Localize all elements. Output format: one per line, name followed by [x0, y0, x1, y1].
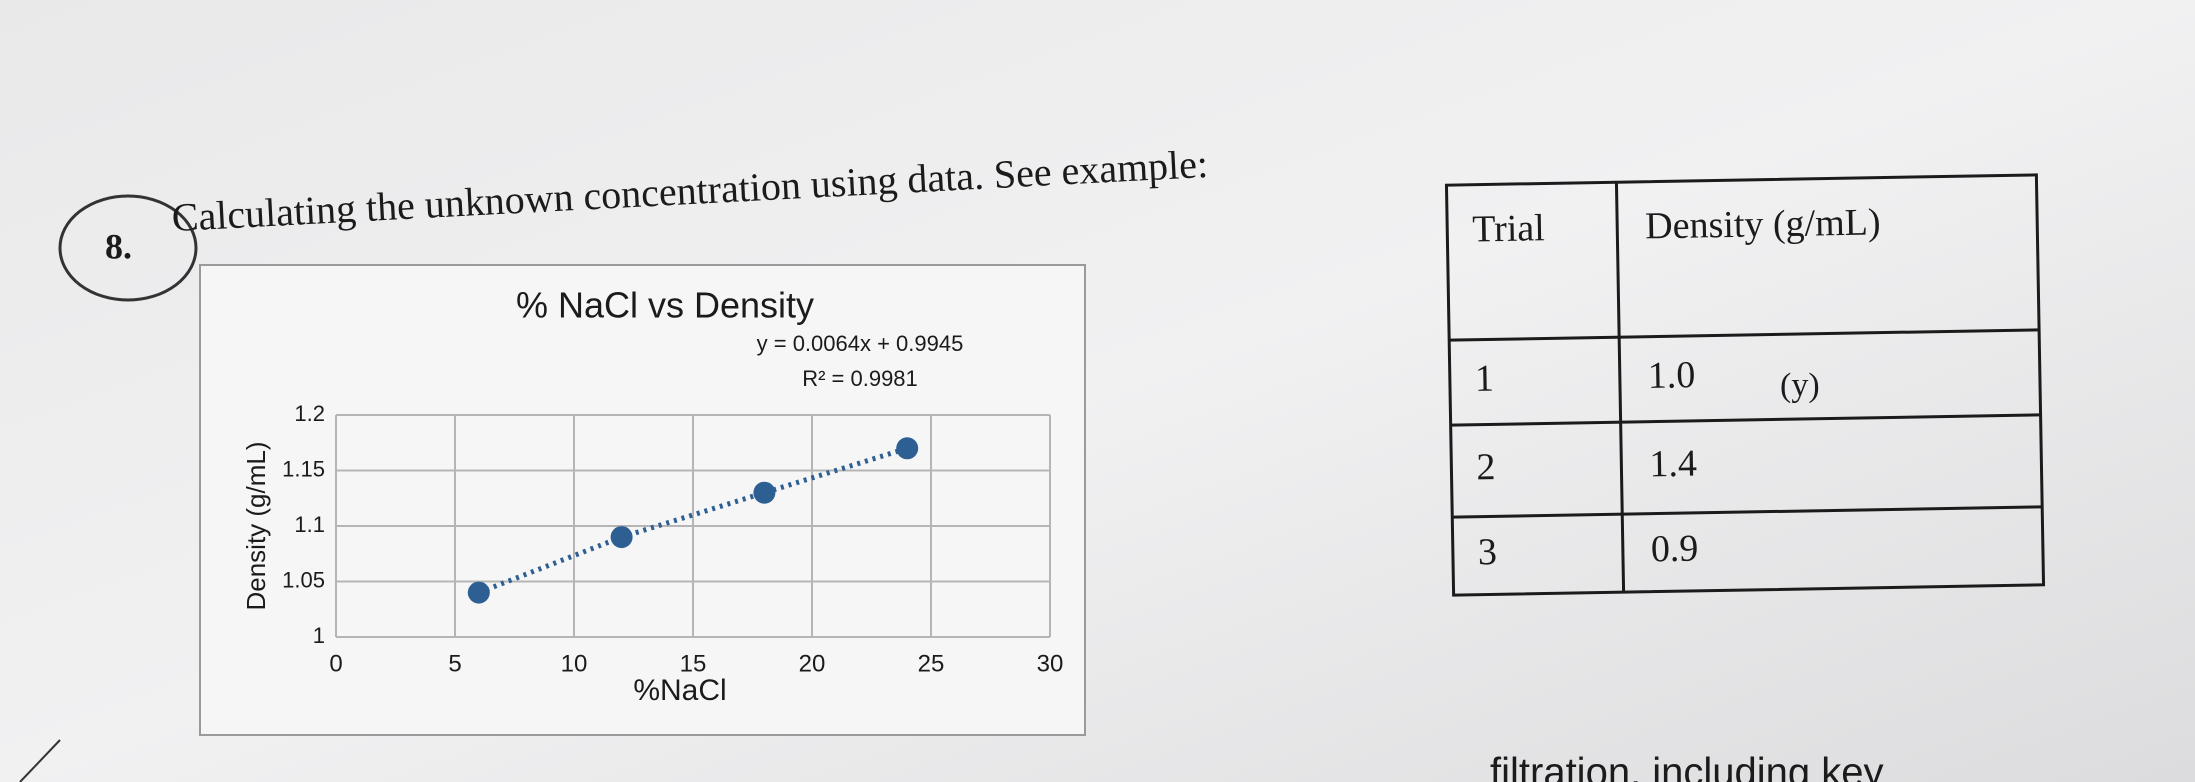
handwriting: (y): [1780, 367, 1820, 404]
x-tick-label: 20: [799, 650, 826, 677]
pen-mark: [19, 739, 61, 782]
table-cell: 3: [1478, 531, 1498, 573]
data-point: [467, 581, 490, 604]
column-line: [1614, 182, 1626, 593]
table-header: Density (g/mL): [1645, 201, 1881, 247]
y-axis-label: Density (g/mL): [241, 441, 271, 610]
y-tick-label: 1.15: [282, 456, 325, 481]
trendline: [477, 445, 908, 595]
x-tick-label: 15: [680, 650, 707, 677]
table-cell: 1: [1474, 358, 1494, 400]
row-line: [1452, 505, 2043, 519]
data-point: [896, 437, 919, 460]
number-circle: [58, 194, 198, 302]
chart-title: % NaCl vs Density: [516, 285, 814, 326]
x-axis-label: %NaCl: [633, 674, 726, 707]
x-tick-label: 25: [918, 650, 945, 677]
y-tick-label: 1.1: [294, 512, 325, 537]
footer-text: filtration, including key: [1490, 751, 1884, 782]
table-cell: 1.4: [1649, 443, 1697, 486]
data-point: [610, 526, 633, 549]
table-cell: 1.0: [1647, 354, 1695, 397]
chart-frame: [199, 264, 1086, 736]
x-tick-label: 10: [561, 650, 588, 677]
table-cell: 2: [1476, 446, 1496, 488]
table-cell: 0.9: [1650, 528, 1698, 571]
chart: % NaCl vs Density y = 0.0064x + 0.9945 R² …: [241, 285, 1063, 707]
row-line: [1450, 413, 2041, 427]
x-tick-label: 5: [448, 650, 461, 677]
table-header: Trial: [1472, 207, 1545, 250]
row-line: [1449, 328, 2040, 342]
y-tick-label: 1.05: [282, 567, 325, 592]
data-table: Trial Density (g/mL) 1 1.0 2 1.4 3 0.9: [1444, 173, 2046, 597]
data-point: [753, 481, 776, 504]
trendline-annotation: y = 0.0064x + 0.9945: [757, 331, 964, 356]
table-border: [1444, 173, 2046, 597]
x-tick-label: 0: [329, 650, 342, 677]
y-tick-label: 1: [313, 623, 325, 648]
y-tick-label: 1.2: [294, 401, 325, 426]
question-number: 8.: [105, 226, 132, 266]
x-tick-label: 30: [1037, 650, 1064, 677]
trendline-annotation: R² = 0.9981: [802, 366, 918, 391]
